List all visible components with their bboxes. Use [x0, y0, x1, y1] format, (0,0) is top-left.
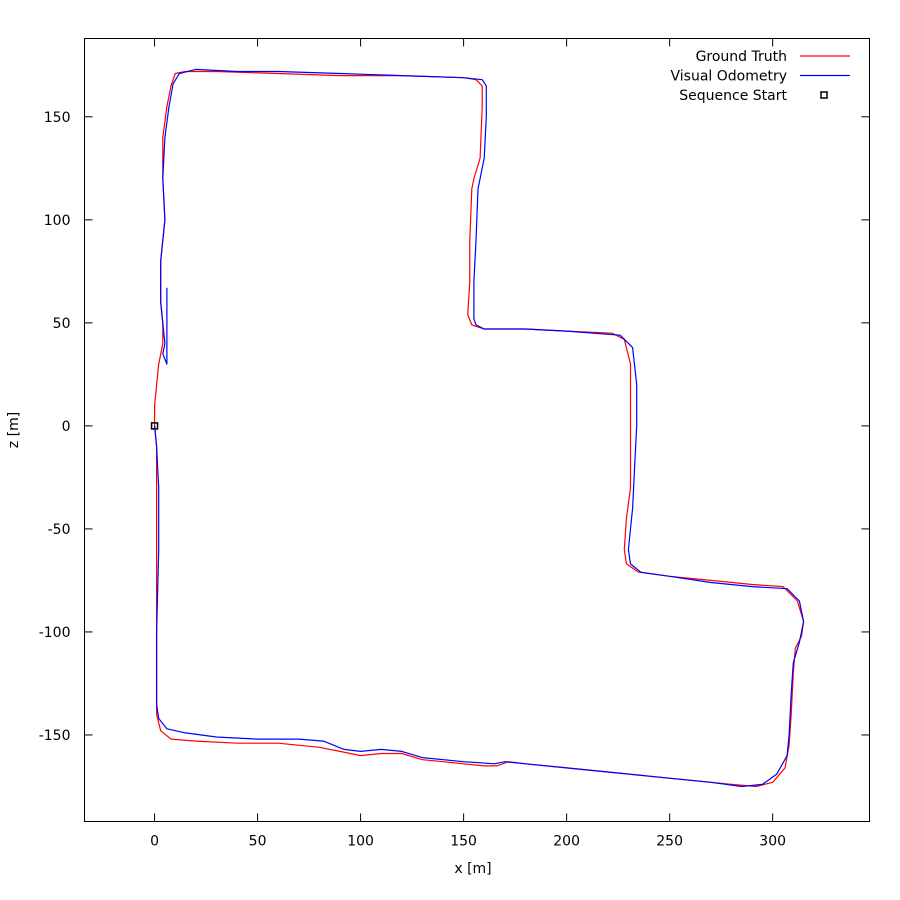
plot-frame [84, 38, 870, 822]
x-tick-label: 100 [347, 834, 374, 850]
legend-label: Sequence Start [679, 88, 787, 104]
y-tick-label: -50 [48, 522, 71, 538]
x-tick-label: 250 [656, 834, 683, 850]
x-tick-label: 300 [759, 834, 786, 850]
legend: Ground Truth Visual Odometry Sequence Star… [671, 49, 850, 104]
y-tick-label: 150 [44, 110, 71, 126]
sequence-start-marker [150, 422, 159, 430]
x-tick-label: 200 [553, 834, 580, 850]
series-line-ground-truth [154, 70, 805, 788]
y-tick-label: 100 [44, 213, 71, 229]
x-axis-label: x [m] [454, 861, 491, 877]
x-tick-label: 0 [150, 834, 159, 850]
series-line-visual-odometry [154, 68, 805, 788]
x-tick-label: 50 [249, 834, 267, 850]
x-tick-label: 150 [450, 834, 477, 850]
y-tick-label: -100 [39, 625, 71, 641]
tick-layer: 0 50 100 150 200 250 300 -150 -100 -50 0 50 100 150 [39, 38, 870, 850]
legend-marker [820, 91, 828, 99]
y-tick-label: 0 [62, 419, 71, 435]
series-layer [154, 68, 805, 788]
marker-layer [150, 422, 159, 430]
y-tick-label: 50 [53, 316, 71, 332]
legend-label: Ground Truth [696, 49, 787, 65]
y-axis-label: z [m] [6, 412, 22, 448]
legend-label: Visual Odometry [671, 69, 788, 85]
y-tick-label: -150 [39, 728, 71, 744]
